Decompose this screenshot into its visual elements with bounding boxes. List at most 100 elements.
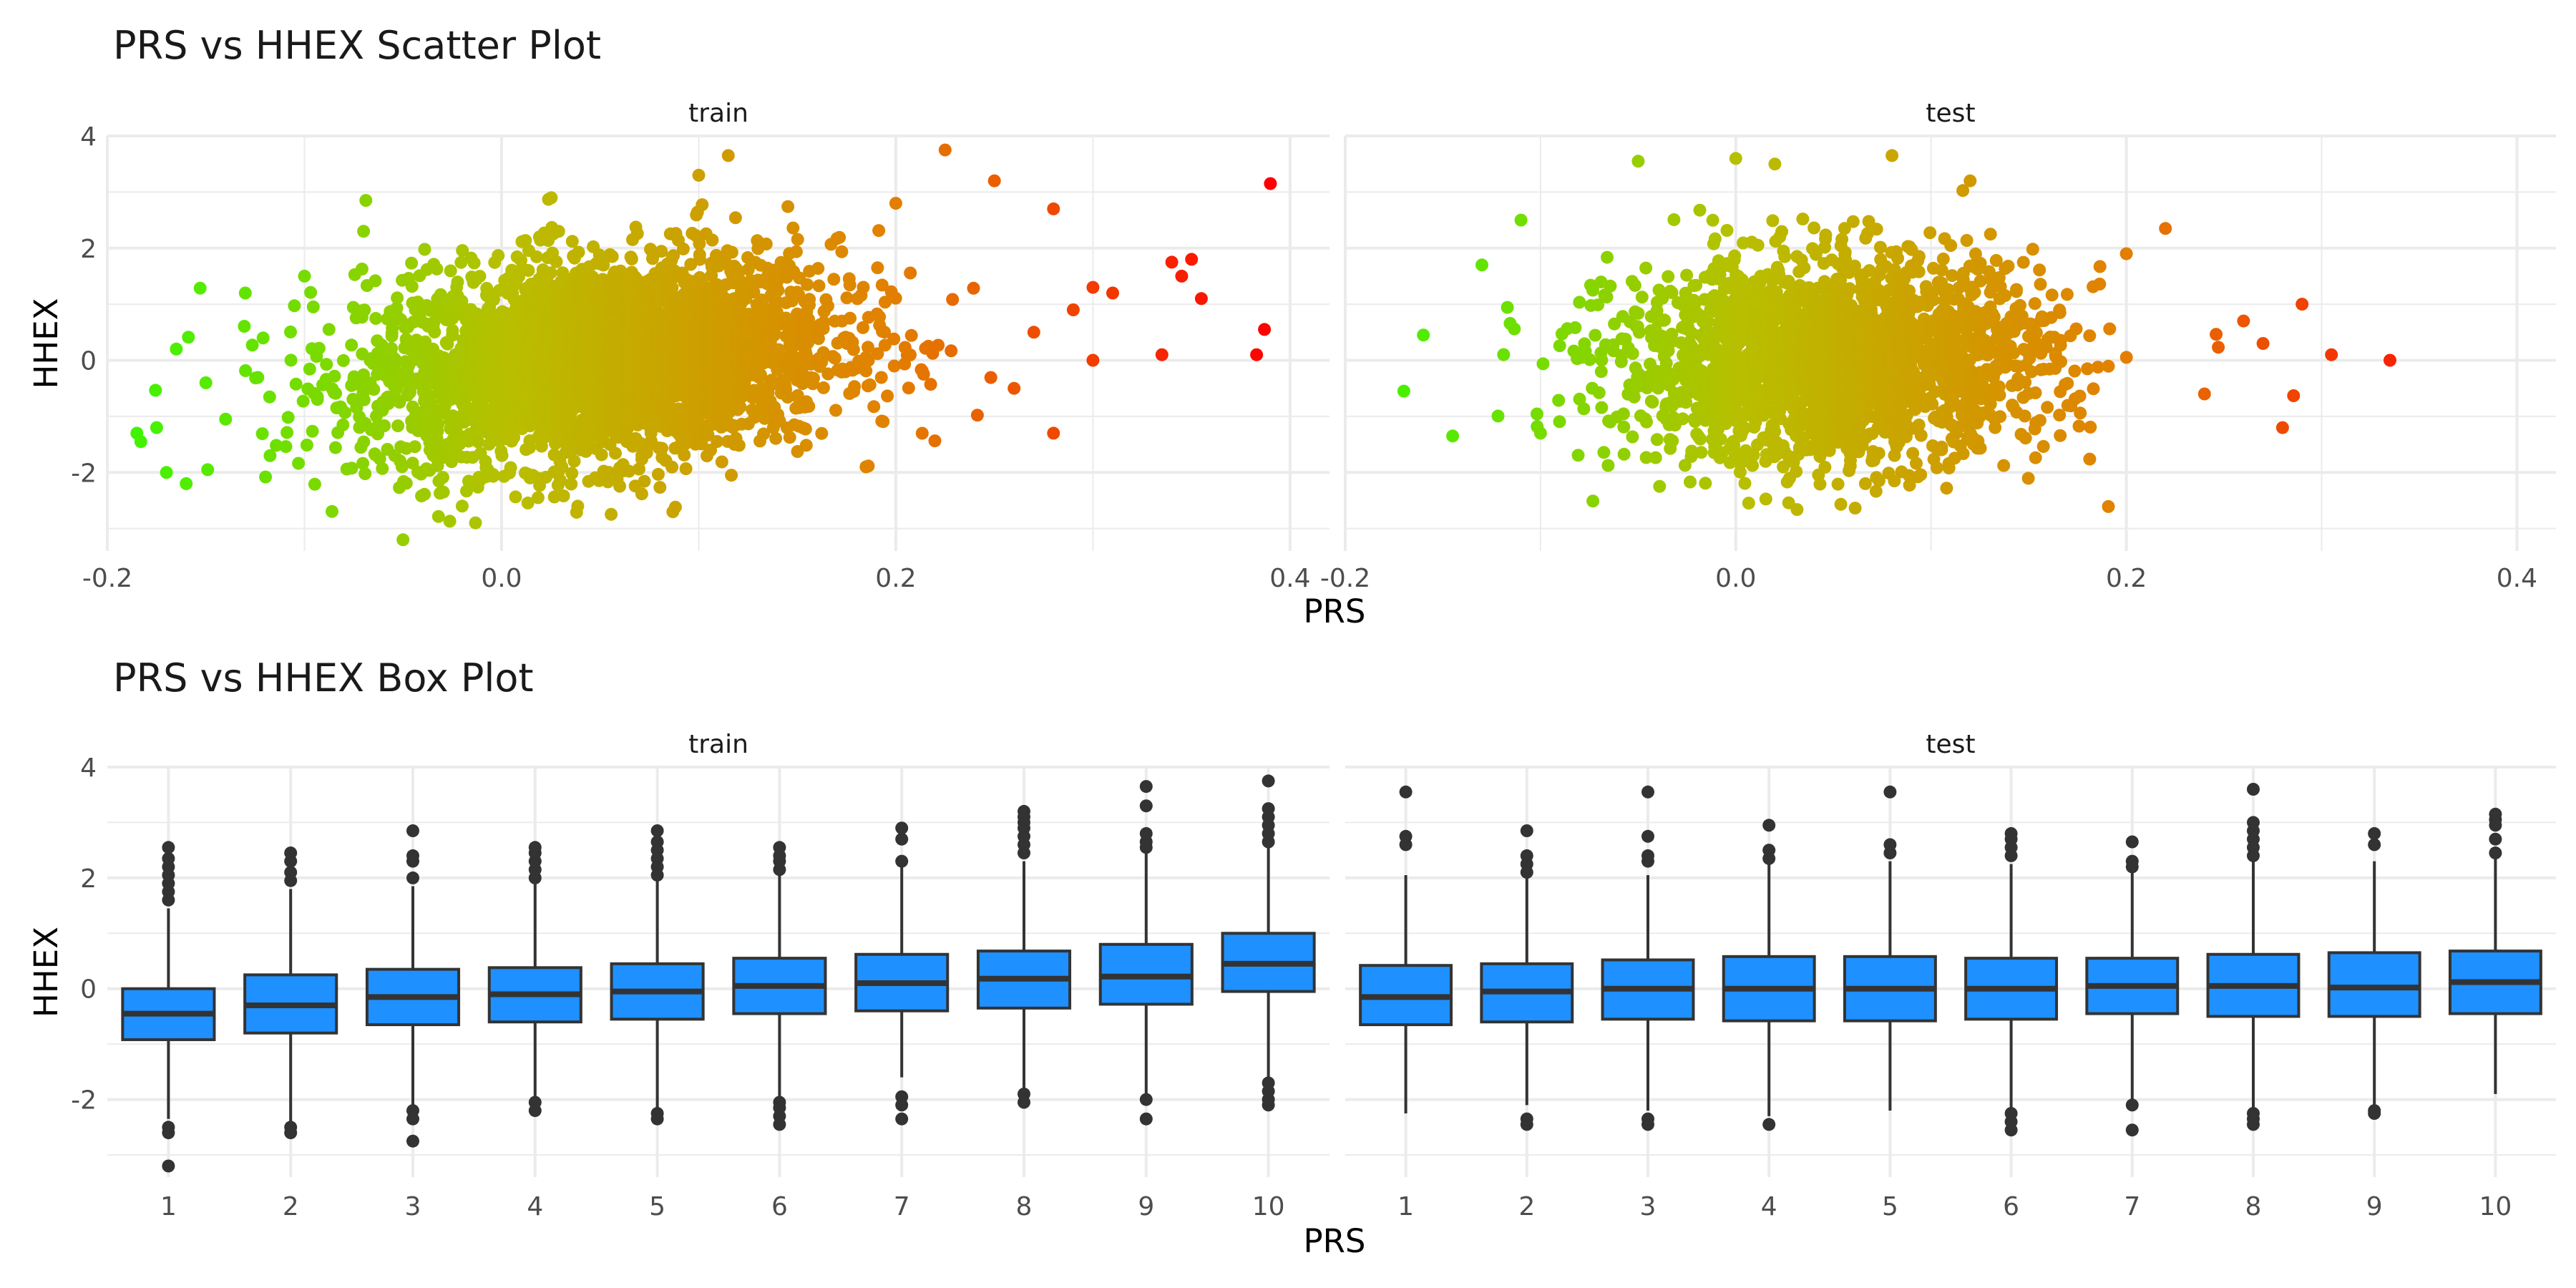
scatter-point <box>1595 401 1609 414</box>
scatter-point <box>444 264 457 278</box>
scatter-point <box>1843 282 1856 296</box>
scatter-point <box>1583 353 1596 366</box>
scatter-point <box>388 352 401 366</box>
scatter-point <box>1759 492 1772 506</box>
scatter-point <box>1086 280 1100 294</box>
scatter-point <box>1617 420 1631 434</box>
scatter-point <box>706 233 719 247</box>
scatter-point <box>329 386 343 400</box>
scatter-point <box>336 418 350 431</box>
scatter-point <box>867 400 881 414</box>
x-tick-label: 0.2 <box>2106 564 2147 593</box>
scatter-point <box>451 275 464 289</box>
scatter-point <box>605 507 618 521</box>
scatter-point <box>399 477 413 490</box>
scatter-point <box>1601 459 1615 472</box>
scatter-point <box>263 390 276 404</box>
scatter-point <box>1831 477 1845 491</box>
chart-title-1: PRS vs HHEX Scatter Plot <box>113 23 601 68</box>
scatter-point <box>1604 279 1617 293</box>
scatter-point <box>1568 321 1582 334</box>
scatter-point <box>522 264 535 277</box>
scatter-point <box>1738 421 1752 435</box>
scatter-point <box>565 467 579 480</box>
scatter-point <box>692 168 706 182</box>
x-tick-label: 0.4 <box>2497 564 2537 593</box>
scatter-point <box>902 381 915 395</box>
scatter-point <box>651 467 665 481</box>
scatter-point <box>812 279 826 293</box>
scatter-point <box>1662 270 1675 283</box>
scatter-point <box>623 464 636 478</box>
scatter-point <box>1862 215 1875 228</box>
scatter-point <box>369 274 382 288</box>
scatter-point <box>1742 497 1755 510</box>
scatter-point <box>786 221 800 235</box>
scatter-point <box>1573 296 1586 309</box>
scatter-point <box>1766 214 1780 228</box>
scatter-point <box>1491 409 1505 423</box>
scatter-point <box>544 266 557 280</box>
scatter-point <box>303 362 316 376</box>
scatter-point <box>1497 348 1511 361</box>
scatter-point <box>757 427 771 441</box>
scatter-point <box>1616 407 1630 421</box>
scatter-point <box>358 467 372 480</box>
scatter-point <box>328 369 341 383</box>
scatter-point <box>1194 292 1208 306</box>
scatter-point <box>770 306 784 318</box>
panel-train-1: train-0.2 0.0 0.2 0.4 <box>82 99 1330 593</box>
scatter-point <box>495 449 509 462</box>
scatter-point <box>1600 291 1614 304</box>
scatter-point <box>355 263 369 275</box>
scatter-point <box>1155 348 1169 361</box>
scatter-point <box>1658 313 1672 327</box>
scatter-point <box>504 461 517 474</box>
scatter-point <box>1640 415 1653 429</box>
scatter-point <box>1667 213 1681 226</box>
y-tick-label: 4 <box>80 122 97 152</box>
scatter-point <box>945 344 958 358</box>
scatter-point <box>862 353 875 367</box>
scatter-point <box>984 371 997 384</box>
scatter-point <box>304 286 318 299</box>
scatter-point <box>889 197 902 210</box>
scatter-point <box>665 280 679 294</box>
panel-test-1: test-0.2 0.0 0.2 0.4 <box>1320 99 2556 593</box>
scatter-point <box>946 293 960 306</box>
scatter-point <box>1591 298 1604 312</box>
scatter-point <box>970 409 984 422</box>
scatter-point <box>638 474 651 488</box>
scatter-point <box>405 256 419 270</box>
scatter-point <box>284 353 298 367</box>
scatter-point <box>1694 432 1707 446</box>
scatter-point <box>509 490 522 504</box>
scatter-point <box>1903 479 1916 492</box>
scatter-point <box>967 281 980 295</box>
scatter-point <box>595 448 608 462</box>
scatter-point <box>182 331 195 344</box>
scatter-point <box>1790 464 1803 478</box>
scatter-point <box>312 341 326 355</box>
scatter-point <box>1639 261 1653 275</box>
scatter-point <box>418 243 431 256</box>
scatter-point <box>725 245 738 259</box>
scatter-point <box>835 245 849 258</box>
scatter-point <box>359 194 373 208</box>
scatter-point <box>815 426 829 440</box>
scatter-point <box>1872 447 1885 460</box>
scatter-point <box>1577 402 1591 416</box>
scatter-point <box>630 227 644 240</box>
scatter-point <box>715 455 728 469</box>
scatter-point <box>863 378 877 391</box>
scatter-point <box>521 496 535 509</box>
scatter-point <box>878 326 891 339</box>
scatter-point <box>1706 213 1719 227</box>
scatter-point <box>1775 225 1789 238</box>
scatter-point <box>1870 223 1883 236</box>
scatter-point <box>345 462 358 475</box>
scatter-point <box>1689 278 1703 292</box>
scatter-point <box>857 321 869 334</box>
scatter-point <box>799 422 812 436</box>
scatter-point <box>1258 323 1272 336</box>
